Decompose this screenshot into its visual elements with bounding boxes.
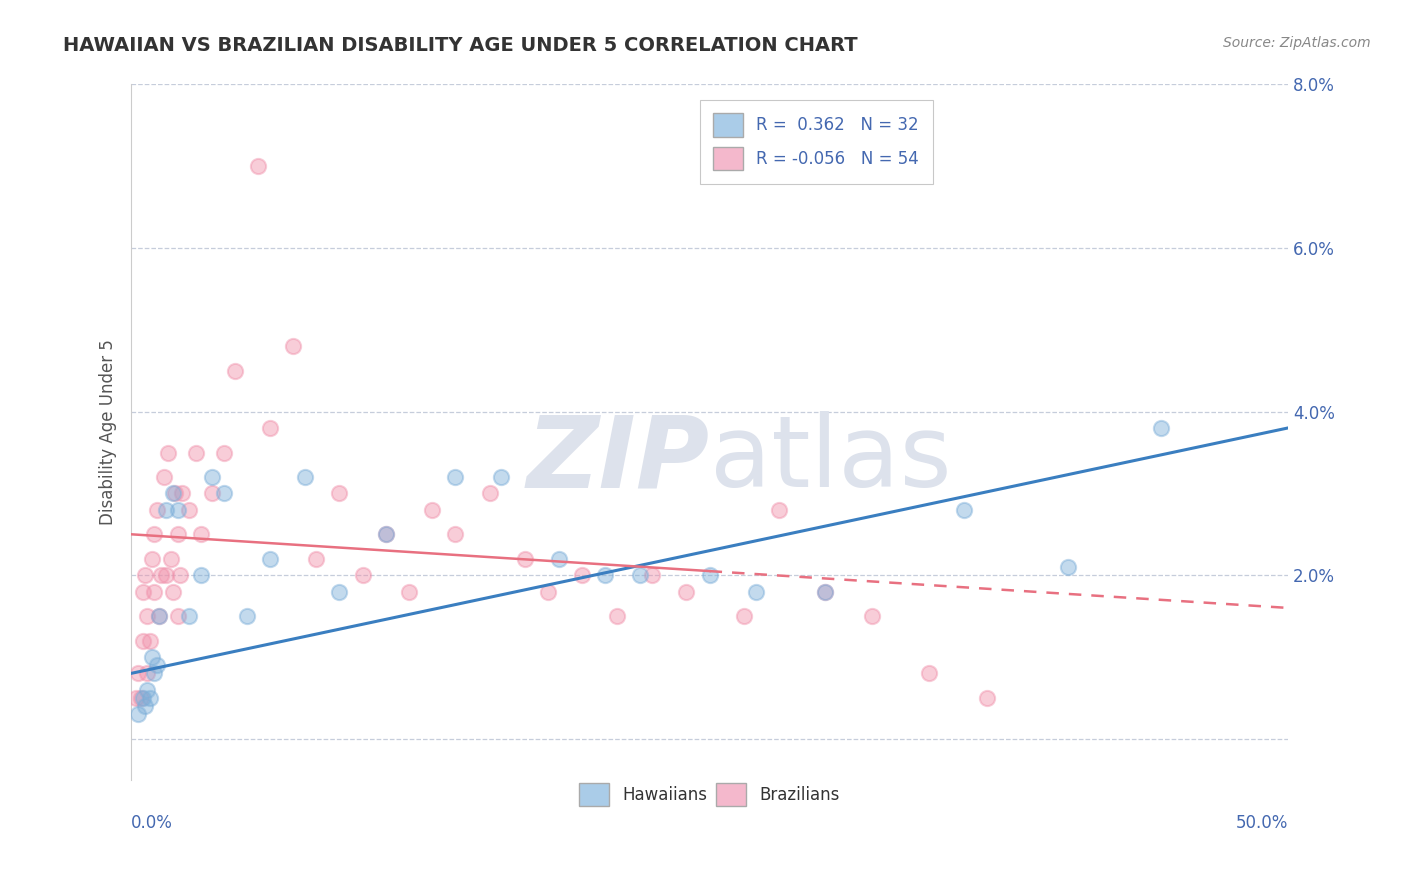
Point [172, 486, 194, 500]
Point [699, 568, 721, 582]
Point [190, 527, 212, 541]
Point [136, 682, 159, 697]
Point [537, 584, 560, 599]
Point [814, 584, 837, 599]
Point [150, 568, 173, 582]
Text: Source: ZipAtlas.com: Source: ZipAtlas.com [1223, 36, 1371, 50]
Point [918, 666, 941, 681]
Point [155, 502, 177, 516]
Point [148, 609, 170, 624]
Text: HAWAIIAN VS BRAZILIAN DISABILITY AGE UNDER 5 CORRELATION CHART: HAWAIIAN VS BRAZILIAN DISABILITY AGE UND… [63, 36, 858, 54]
Point [420, 502, 443, 516]
Legend: Hawaiians, Brazilians: Hawaiians, Brazilians [572, 776, 846, 814]
Point [177, 502, 200, 516]
Point [177, 609, 200, 624]
Point [159, 551, 181, 566]
Point [259, 551, 281, 566]
Point [166, 527, 188, 541]
Point [143, 584, 166, 599]
Point [478, 486, 501, 500]
Y-axis label: Disability Age Under 5: Disability Age Under 5 [100, 339, 117, 525]
Point [141, 650, 163, 665]
Point [165, 486, 187, 500]
Point [444, 527, 467, 541]
Point [259, 421, 281, 435]
Point [162, 486, 184, 500]
Text: ZIP: ZIP [527, 411, 710, 508]
Point [125, 690, 148, 705]
Text: 0.0%: 0.0% [131, 814, 173, 832]
Point [139, 633, 162, 648]
Point [145, 658, 167, 673]
Point [134, 699, 156, 714]
Point [136, 609, 159, 624]
Point [166, 502, 188, 516]
Point [374, 527, 396, 541]
Point [328, 584, 350, 599]
Point [976, 690, 998, 705]
Point [143, 666, 166, 681]
Point [145, 502, 167, 516]
Point [201, 470, 224, 484]
Point [491, 470, 513, 484]
Point [143, 527, 166, 541]
Point [169, 568, 191, 582]
Point [132, 633, 155, 648]
Point [571, 568, 593, 582]
Point [513, 551, 536, 566]
Point [398, 584, 420, 599]
Point [224, 364, 246, 378]
Point [212, 445, 235, 459]
Point [127, 666, 149, 681]
Point [628, 568, 651, 582]
Point [141, 551, 163, 566]
Point [860, 609, 883, 624]
Point [548, 551, 571, 566]
Point [953, 502, 976, 516]
Point [283, 339, 305, 353]
Point [444, 470, 467, 484]
Point [595, 568, 617, 582]
Point [132, 584, 155, 599]
Point [212, 486, 235, 500]
Point [190, 568, 212, 582]
Point [768, 502, 790, 516]
Point [1150, 421, 1173, 435]
Point [814, 584, 837, 599]
Point [201, 486, 224, 500]
Point [132, 690, 155, 705]
Point [166, 609, 188, 624]
Text: atlas: atlas [710, 411, 952, 508]
Point [152, 470, 174, 484]
Point [136, 666, 159, 681]
Point [157, 445, 180, 459]
Point [155, 568, 177, 582]
Point [134, 568, 156, 582]
Point [1057, 560, 1080, 574]
Point [675, 584, 697, 599]
Point [236, 609, 259, 624]
Point [606, 609, 628, 624]
Point [305, 551, 328, 566]
Point [328, 486, 350, 500]
Point [129, 690, 152, 705]
Point [745, 584, 768, 599]
Point [294, 470, 316, 484]
Point [148, 609, 170, 624]
Point [374, 527, 396, 541]
Point [139, 690, 162, 705]
Point [184, 445, 207, 459]
Point [641, 568, 664, 582]
Point [733, 609, 755, 624]
Text: 50.0%: 50.0% [1236, 814, 1288, 832]
Point [247, 159, 270, 173]
Point [352, 568, 374, 582]
Point [162, 584, 184, 599]
Point [127, 707, 149, 722]
